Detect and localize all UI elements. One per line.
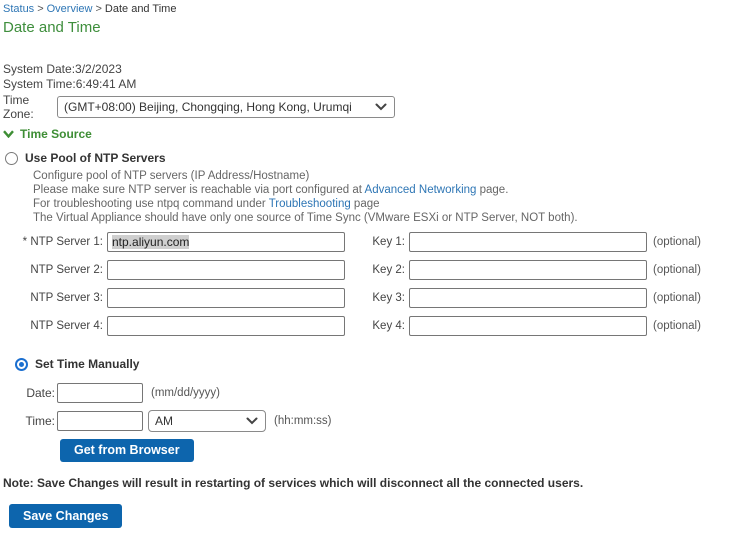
time-input[interactable] [57,411,143,431]
advanced-networking-link[interactable]: Advanced Networking [364,184,477,196]
ntp-server-2-label: NTP Server 2: [30,264,103,276]
time-source-header[interactable]: Time Source [3,127,748,141]
key-3-label: Key 3: [372,292,405,304]
save-row: Save Changes [9,504,748,528]
system-date-value: 3/2/2023 [75,62,122,76]
system-time-line: System Time:6:49:41 AM [3,77,748,92]
ntp-row-2: NTP Server 2: Key 2: (optional) [3,259,748,281]
ntp-server-4-label: NTP Server 4: [30,320,103,332]
ntp-desc-line4: The Virtual Appliance should have only o… [33,212,578,224]
get-from-browser-row: Get from Browser [60,439,748,462]
ampm-select-wrap: AM [148,410,266,432]
ntp-server-1-input[interactable]: ntp.aliyun.com [107,232,345,252]
key-2-label: Key 2: [372,264,405,276]
ntp-desc-line3-post: page [350,198,380,210]
save-changes-button[interactable]: Save Changes [9,504,123,528]
ntp-desc-line1: Configure pool of NTP servers (IP Addres… [33,170,310,182]
ntp-server-3-label: NTP Server 3: [30,292,103,304]
ntp-desc-line3-pre: For troubleshooting use ntpq command und… [33,198,269,210]
ntp-server-1-value: ntp.aliyun.com [112,235,190,249]
troubleshooting-link[interactable]: Troubleshooting [268,198,351,210]
key-2-optional: (optional) [653,264,701,276]
key-2-input[interactable] [409,260,647,280]
key-3-input[interactable] [409,288,647,308]
ntp-row-4: NTP Server 4: Key 4: (optional) [3,315,748,337]
key-1-optional: (optional) [653,236,701,248]
timezone-label: Time Zone: [3,93,34,121]
date-format-hint: (mm/dd/yyyy) [151,387,220,399]
system-time-label: System Time: [3,77,76,91]
ntp-desc-line2-post: page. [476,184,509,196]
time-format-hint: (hh:mm:ss) [274,415,332,427]
key-4-label: Key 4: [372,320,405,332]
ntp-row-3: NTP Server 3: Key 3: (optional) [3,287,748,309]
breadcrumb-link-status[interactable]: Status [3,3,35,15]
ntp-desc-line3: For troubleshooting use ntpq command und… [33,197,748,211]
ntp-row-1: * NTP Server 1: ntp.aliyun.com Key 1: (o… [3,231,748,253]
ntp-server-2-input[interactable] [107,260,345,280]
ntp-server-rows: * NTP Server 1: ntp.aliyun.com Key 1: (o… [3,231,748,337]
manual-time-label: Set Time Manually [35,357,140,371]
breadcrumb-separator: > [37,3,44,15]
time-label: Time: [25,414,55,428]
system-date-line: System Date:3/2/2023 [3,62,748,77]
timezone-select[interactable]: (GMT+08:00) Beijing, Chongqing, Hong Kon… [57,96,395,118]
time-source-title: Time Source [20,127,92,141]
key-1-input[interactable] [409,232,647,252]
ntp-desc-line2-pre: Please make sure NTP server is reachable… [33,184,365,196]
date-label: Date: [26,386,55,400]
timezone-select-wrap: (GMT+08:00) Beijing, Chongqing, Hong Kon… [57,96,395,118]
time-row: Time: AM (hh:mm:ss) [3,410,748,432]
ampm-select[interactable]: AM [148,410,266,432]
ntp-pool-label: Use Pool of NTP Servers [25,151,166,165]
date-row: Date: (mm/dd/yyyy) [3,382,748,404]
key-1-label: Key 1: [372,236,405,248]
breadcrumb-current: Date and Time [104,3,177,15]
key-4-input[interactable] [409,316,647,336]
manual-time-radio[interactable] [15,357,28,371]
ntp-desc-line2: Please make sure NTP server is reachable… [33,183,748,197]
ntp-server-1-label: * NTP Server 1: [22,236,103,248]
key-4-optional: (optional) [653,320,701,332]
ntp-server-4-input[interactable] [107,316,345,336]
note-text: Note: Save Changes will result in restar… [3,476,584,490]
system-date-label: System Date: [3,62,76,76]
system-time-value: 6:49:41 AM [75,77,137,91]
get-from-browser-button[interactable]: Get from Browser [60,439,194,462]
ntp-pool-option[interactable]: Use Pool of NTP Servers [5,151,748,165]
ntp-description: Configure pool of NTP servers (IP Addres… [33,169,748,225]
ntp-pool-radio[interactable] [5,151,18,165]
page-title: Date and Time [3,19,101,36]
breadcrumb: Status > Overview > Date and Time [3,3,748,15]
manual-time-option[interactable]: Set Time Manually [15,357,748,371]
date-input[interactable] [57,383,143,403]
key-3-optional: (optional) [653,292,701,304]
timezone-row: Time Zone: (GMT+08:00) Beijing, Chongqin… [3,93,748,121]
breadcrumb-link-overview[interactable]: Overview [46,3,93,15]
ntp-server-3-input[interactable] [107,288,345,308]
breadcrumb-separator: > [95,3,102,15]
collapse-arrow-icon [3,130,14,138]
